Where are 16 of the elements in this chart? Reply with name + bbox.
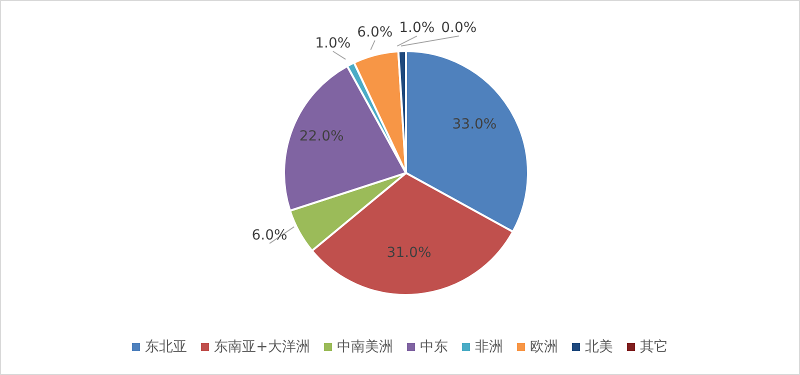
legend-label: 欧洲	[530, 338, 558, 356]
data-label: 6.0%	[357, 24, 393, 40]
data-label: 33.0%	[452, 116, 497, 133]
text: 0.0%	[441, 20, 477, 36]
legend-label: 中东	[420, 338, 448, 356]
legend-label: 其它	[640, 338, 668, 356]
data-label: 6.0%	[252, 227, 288, 244]
legend-label: 东南亚+大洋洲	[214, 338, 310, 356]
legend-label: 东北亚	[145, 338, 188, 356]
legend-label: 非洲	[474, 338, 503, 356]
data-label: 1.0%	[399, 20, 435, 36]
data-label: 31.0%	[386, 245, 432, 262]
data-label: 1.0%	[315, 35, 351, 52]
legend-label: 北美	[584, 338, 613, 356]
data-label: 22.0%	[299, 128, 344, 145]
legend-label: 中南美洲	[336, 338, 393, 356]
